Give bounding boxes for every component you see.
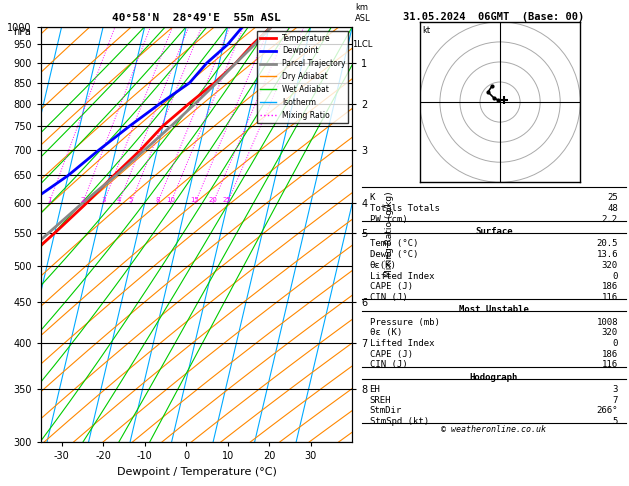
Text: θε (K): θε (K) bbox=[370, 328, 402, 337]
Text: Pressure (mb): Pressure (mb) bbox=[370, 317, 440, 327]
Text: Hodograph: Hodograph bbox=[470, 373, 518, 382]
Text: 7: 7 bbox=[613, 396, 618, 405]
Text: km
ASL: km ASL bbox=[355, 3, 371, 22]
Text: Most Unstable: Most Unstable bbox=[459, 305, 529, 314]
Text: 5: 5 bbox=[129, 197, 133, 203]
Title: 40°58'N  28°49'E  55m ASL: 40°58'N 28°49'E 55m ASL bbox=[112, 13, 281, 23]
Text: 13.6: 13.6 bbox=[596, 250, 618, 259]
Text: PW (cm): PW (cm) bbox=[370, 215, 407, 224]
Text: 186: 186 bbox=[602, 350, 618, 359]
Text: 0: 0 bbox=[613, 272, 618, 280]
Text: SREH: SREH bbox=[370, 396, 391, 405]
Text: 20.5: 20.5 bbox=[596, 240, 618, 248]
Text: CAPE (J): CAPE (J) bbox=[370, 350, 413, 359]
Text: 116: 116 bbox=[602, 361, 618, 369]
Text: © weatheronline.co.uk: © weatheronline.co.uk bbox=[442, 425, 546, 434]
Text: 186: 186 bbox=[602, 282, 618, 291]
Text: 15: 15 bbox=[191, 197, 199, 203]
Text: 1008: 1008 bbox=[596, 317, 618, 327]
Text: 31.05.2024  06GMT  (Base: 00): 31.05.2024 06GMT (Base: 00) bbox=[403, 12, 584, 22]
Text: 3: 3 bbox=[101, 197, 106, 203]
Text: 2.2: 2.2 bbox=[602, 215, 618, 224]
Legend: Temperature, Dewpoint, Parcel Trajectory, Dry Adiabat, Wet Adiabat, Isotherm, Mi: Temperature, Dewpoint, Parcel Trajectory… bbox=[257, 31, 348, 122]
Text: Lifted Index: Lifted Index bbox=[370, 339, 434, 348]
Text: 2: 2 bbox=[81, 197, 85, 203]
Text: 25: 25 bbox=[607, 193, 618, 202]
Text: 320: 320 bbox=[602, 261, 618, 270]
Text: Dewp (°C): Dewp (°C) bbox=[370, 250, 418, 259]
Text: EH: EH bbox=[370, 385, 381, 394]
Text: 10: 10 bbox=[166, 197, 175, 203]
Text: Mixing Ratio (g/kg): Mixing Ratio (g/kg) bbox=[385, 191, 394, 278]
Text: Surface: Surface bbox=[475, 227, 513, 236]
Text: Temp (°C): Temp (°C) bbox=[370, 240, 418, 248]
X-axis label: Dewpoint / Temperature (°C): Dewpoint / Temperature (°C) bbox=[116, 467, 277, 477]
Text: hPa: hPa bbox=[13, 27, 31, 37]
Text: 320: 320 bbox=[602, 328, 618, 337]
Text: 3: 3 bbox=[613, 385, 618, 394]
Text: 116: 116 bbox=[602, 293, 618, 302]
Text: 8: 8 bbox=[155, 197, 160, 203]
Text: CAPE (J): CAPE (J) bbox=[370, 282, 413, 291]
Text: 25: 25 bbox=[223, 197, 231, 203]
Text: StmSpd (kt): StmSpd (kt) bbox=[370, 417, 429, 426]
Text: StmDir: StmDir bbox=[370, 406, 402, 416]
Text: 48: 48 bbox=[607, 204, 618, 213]
Text: 1LCL: 1LCL bbox=[352, 40, 372, 49]
Text: 1: 1 bbox=[47, 197, 52, 203]
Text: kt: kt bbox=[422, 26, 430, 35]
Text: 20: 20 bbox=[209, 197, 218, 203]
Text: θε(K): θε(K) bbox=[370, 261, 396, 270]
Text: Totals Totals: Totals Totals bbox=[370, 204, 440, 213]
Text: CIN (J): CIN (J) bbox=[370, 361, 407, 369]
Text: K: K bbox=[370, 193, 375, 202]
Text: CIN (J): CIN (J) bbox=[370, 293, 407, 302]
Text: Lifted Index: Lifted Index bbox=[370, 272, 434, 280]
Text: 5: 5 bbox=[613, 417, 618, 426]
Text: 4: 4 bbox=[116, 197, 121, 203]
Text: 266°: 266° bbox=[596, 406, 618, 416]
Text: 0: 0 bbox=[613, 339, 618, 348]
